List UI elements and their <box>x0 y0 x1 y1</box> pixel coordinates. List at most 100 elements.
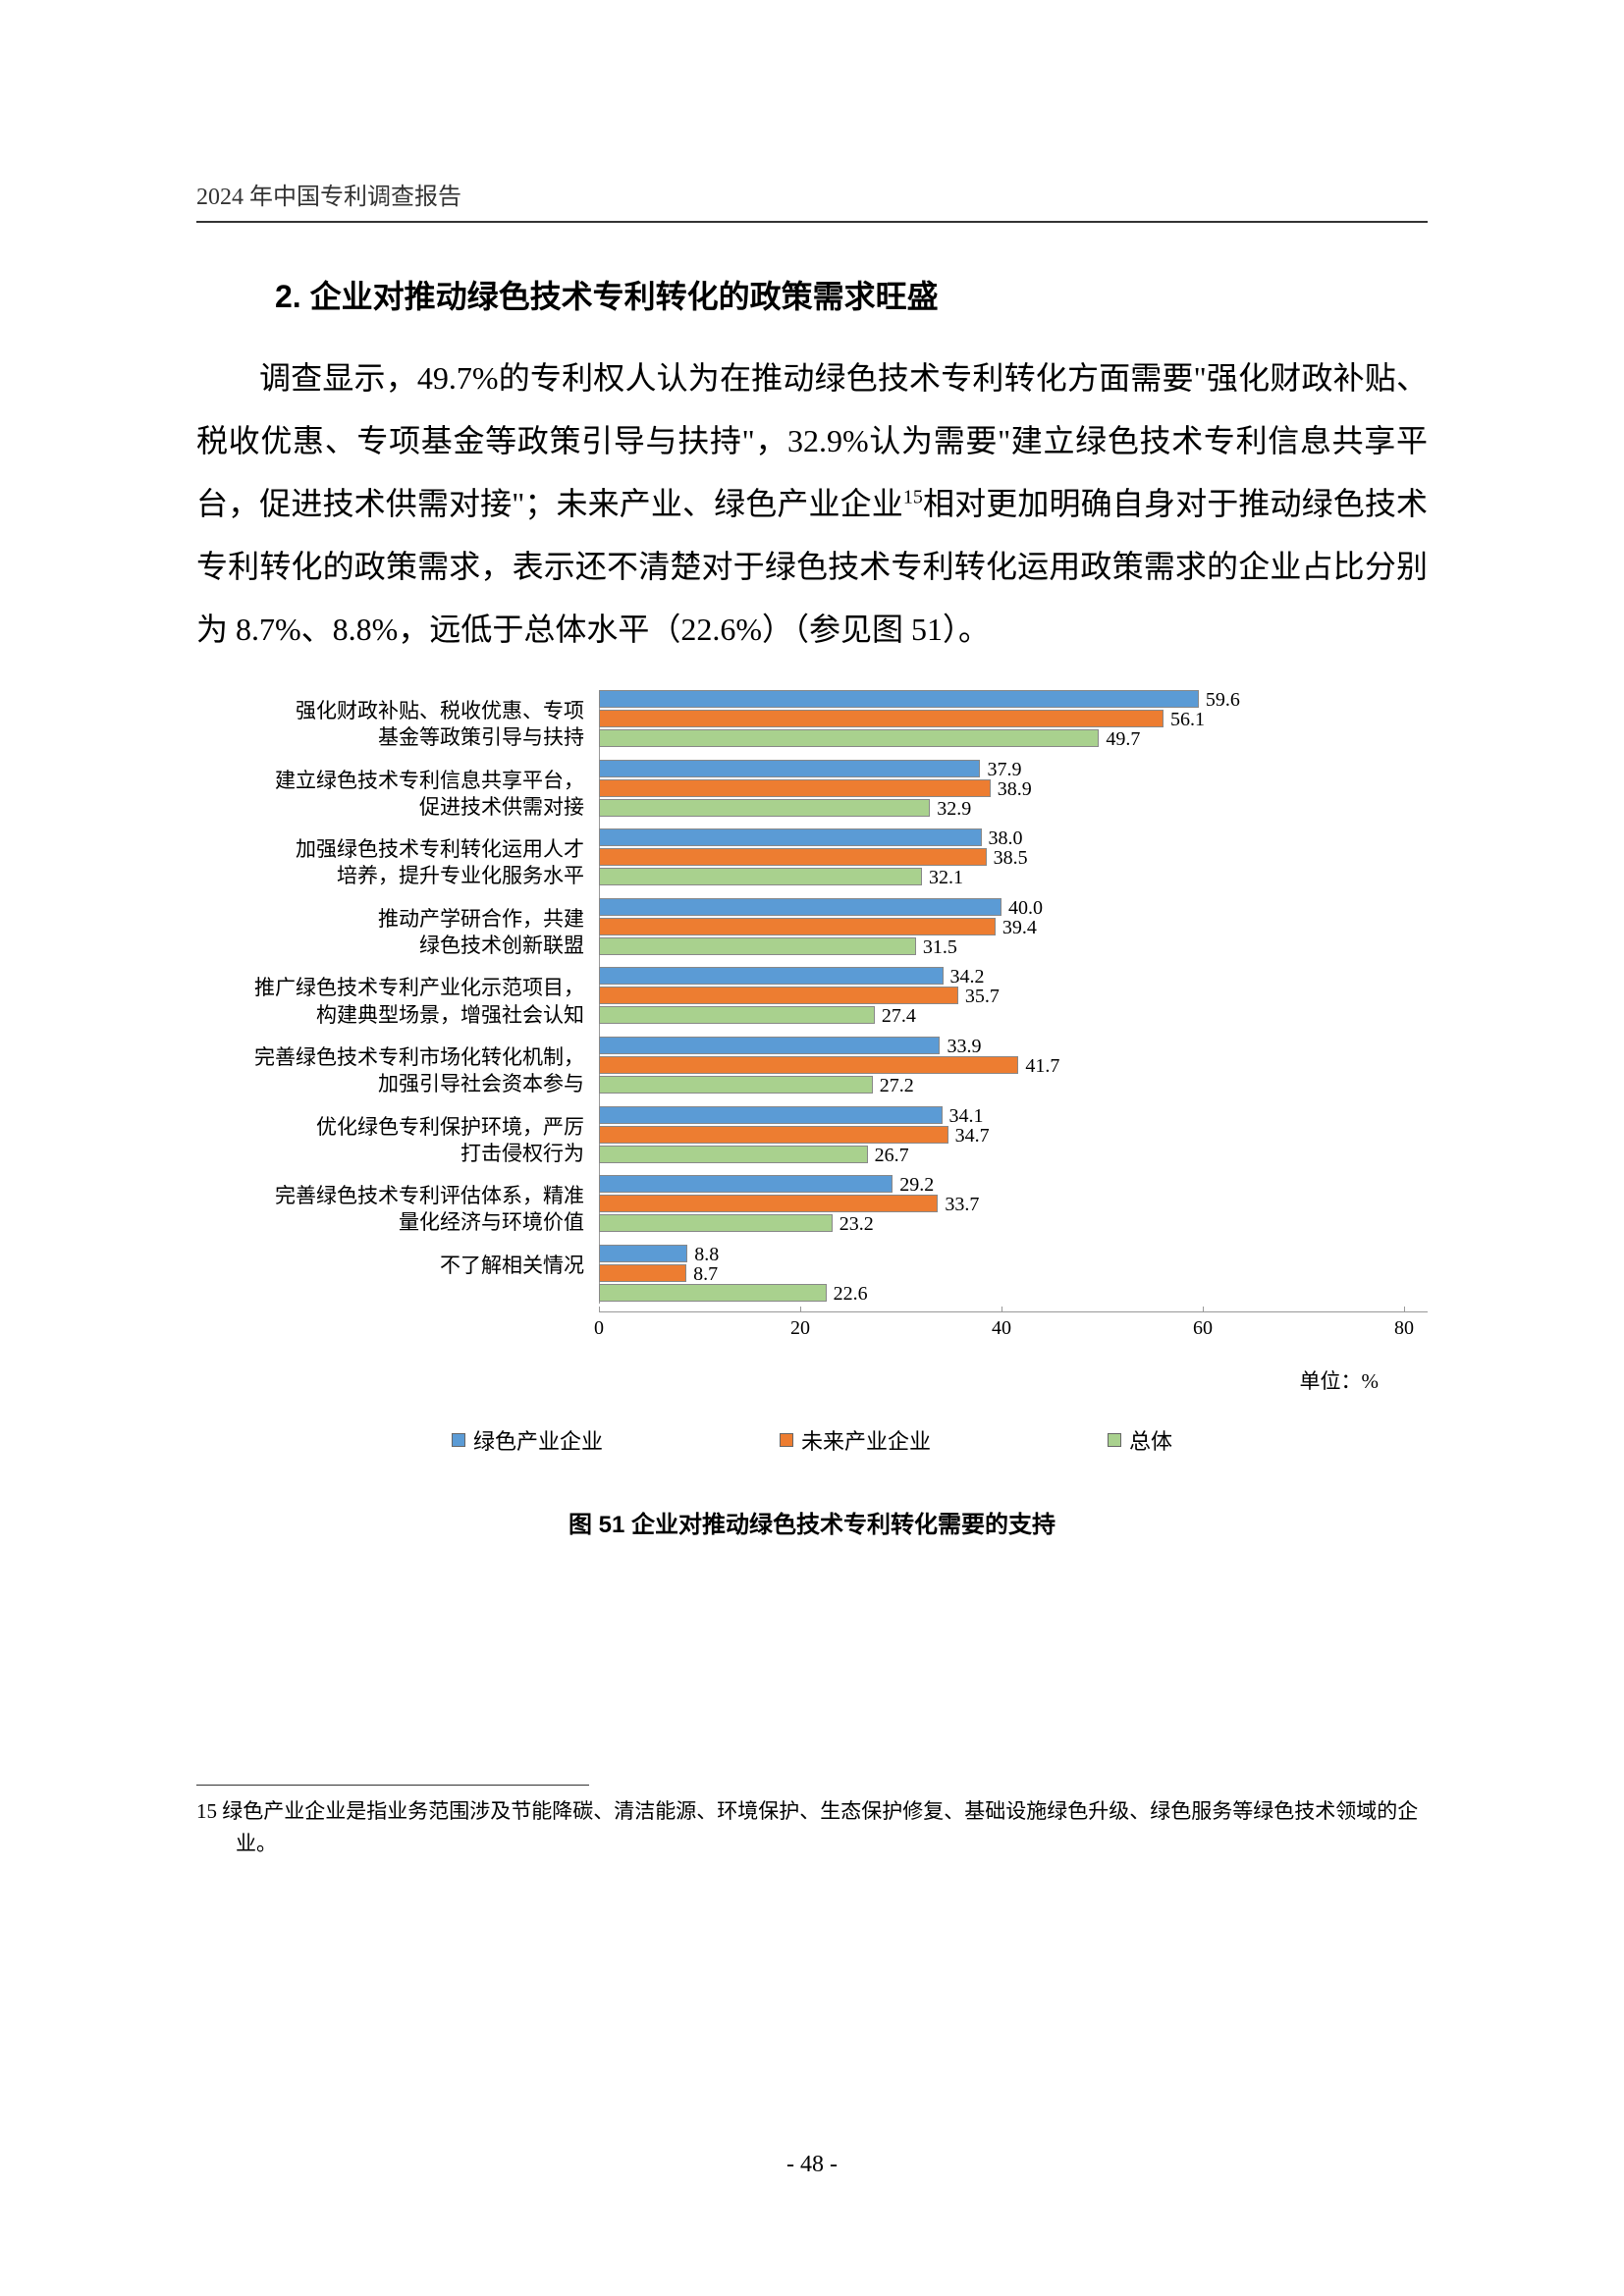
bar: 31.5 <box>599 937 916 955</box>
bar-value: 26.7 <box>875 1145 909 1167</box>
category-label: 不了解相关情况 <box>196 1245 599 1279</box>
bar-group: 8.88.722.6 <box>599 1245 1428 1304</box>
bar: 38.5 <box>599 848 987 866</box>
bar-value: 23.2 <box>839 1213 874 1236</box>
x-tick: 80 <box>1394 1317 1414 1340</box>
bar-value: 22.6 <box>834 1283 868 1306</box>
bar-group: 40.039.431.5 <box>599 898 1428 957</box>
chart-row: 强化财政补贴、税收优惠、专项基金等政策引导与扶持59.656.149.7 <box>196 690 1428 752</box>
bar-group: 37.9 38.9 32.9 <box>599 760 1428 819</box>
bar: 38.9 <box>599 779 991 797</box>
bar-value: 59.6 <box>1206 689 1240 712</box>
bar: 39.4 <box>599 918 996 935</box>
footnote-text: 15 绿色产业企业是指业务范围涉及节能降碳、清洁能源、环境保护、生态保护修复、基… <box>196 1795 1428 1861</box>
chart-row: 推动产学研合作，共建绿色技术创新联盟40.039.431.5 <box>196 898 1428 960</box>
category-label: 优化绿色专利保护环境，严厉打击侵权行为 <box>196 1106 599 1168</box>
category-label: 加强绿色技术专利转化运用人才培养，提升专业化服务水平 <box>196 828 599 890</box>
bar: 41.7 <box>599 1056 1018 1074</box>
bar-value: 38.5 <box>994 847 1028 870</box>
chart-row: 完善绿色技术专利评估体系，精准量化经济与环境价值29.233.723.2 <box>196 1175 1428 1237</box>
bar-value: 27.2 <box>880 1075 914 1097</box>
bar: 38.0 <box>599 828 982 846</box>
bar-value: 34.7 <box>955 1125 990 1148</box>
bar-value: 31.5 <box>923 936 957 959</box>
chart-legend: 绿色产业企业 未来产业企业 总体 <box>196 1424 1428 1456</box>
chart-row: 不了解相关情况8.88.722.6 <box>196 1245 1428 1304</box>
chart-caption: 图 51 企业对推动绿色技术专利转化需要的支持 <box>196 1505 1428 1539</box>
category-label: 推动产学研合作，共建绿色技术创新联盟 <box>196 898 599 960</box>
chart-row: 加强绿色技术专利转化运用人才培养，提升专业化服务水平38.038.532.1 <box>196 828 1428 890</box>
bar: 37.9 <box>599 760 980 777</box>
x-tick: 20 <box>790 1317 810 1340</box>
x-tick: 60 <box>1193 1317 1213 1340</box>
bar: 33.9 <box>599 1037 940 1054</box>
category-label: 强化财政补贴、税收优惠、专项基金等政策引导与扶持 <box>196 690 599 752</box>
bar-value: 29.2 <box>899 1174 934 1197</box>
legend-swatch <box>1108 1433 1121 1447</box>
bar-group: 34.134.726.7 <box>599 1106 1428 1165</box>
bar: 8.8 <box>599 1245 687 1262</box>
bar-value: 32.1 <box>929 867 963 889</box>
page-header: 2024 年中国专利调查报告 <box>196 177 1428 223</box>
bar-value: 35.7 <box>965 986 1000 1008</box>
bar-value: 56.1 <box>1170 709 1205 731</box>
body-paragraph: 调查显示，49.7%的专利权人认为在推动绿色技术专利转化方面需要"强化财政补贴、… <box>196 347 1428 661</box>
bar: 35.7 <box>599 987 958 1004</box>
legend-label: 绿色产业企业 <box>473 1424 603 1456</box>
legend-item: 总体 <box>1108 1424 1172 1456</box>
bar-group: 38.038.532.1 <box>599 828 1428 887</box>
bar: 27.2 <box>599 1076 873 1094</box>
bar-value: 38.9 <box>998 778 1032 801</box>
bar: 56.1 <box>599 710 1164 727</box>
bar: 34.2 <box>599 967 944 985</box>
bar-value: 49.7 <box>1106 728 1140 751</box>
bar-group: 59.656.149.7 <box>599 690 1428 749</box>
legend-item: 绿色产业企业 <box>452 1424 603 1456</box>
bar-value: 41.7 <box>1025 1055 1059 1078</box>
x-tick: 40 <box>992 1317 1011 1340</box>
category-label: 建立绿色技术专利信息共享平台，促进技术供需对接 <box>196 760 599 822</box>
chart-row: 优化绿色专利保护环境，严厉打击侵权行为34.134.726.7 <box>196 1106 1428 1168</box>
bar: 49.7 <box>599 729 1099 747</box>
bar: 34.1 <box>599 1106 943 1124</box>
legend-swatch <box>452 1433 465 1447</box>
x-axis: 0 20 40 60 80 <box>196 1311 1428 1341</box>
bar: 32.1 <box>599 868 922 885</box>
legend-label: 总体 <box>1129 1424 1172 1456</box>
bar: 27.4 <box>599 1006 875 1024</box>
bar-value: 8.7 <box>693 1263 718 1286</box>
footnote-marker: 15 <box>903 486 923 507</box>
bar-group: 33.941.727.2 <box>599 1037 1428 1095</box>
bar-group: 34.235.727.4 <box>599 967 1428 1026</box>
bar-value: 33.9 <box>947 1036 981 1058</box>
bar: 32.9 <box>599 799 930 817</box>
chart-row: 完善绿色技术专利市场化转化机制，加强引导社会资本参与33.941.727.2 <box>196 1037 1428 1098</box>
legend-item: 未来产业企业 <box>780 1424 931 1456</box>
page-number: - 48 - <box>0 2152 1624 2178</box>
category-label: 完善绿色技术专利市场化转化机制，加强引导社会资本参与 <box>196 1037 599 1098</box>
bar: 33.7 <box>599 1195 938 1212</box>
legend-swatch <box>780 1433 793 1447</box>
section-heading: 2. 企业对推动绿色技术专利转化的政策需求旺盛 <box>275 272 1428 317</box>
legend-label: 未来产业企业 <box>801 1424 931 1456</box>
x-tick: 0 <box>594 1317 604 1340</box>
unit-label: 单位：% <box>196 1365 1428 1395</box>
bar-value: 39.4 <box>1002 917 1037 939</box>
bar-group: 29.233.723.2 <box>599 1175 1428 1234</box>
bar-chart: 强化财政补贴、税收优惠、专项基金等政策引导与扶持59.656.149.7建立绿色… <box>196 690 1428 1539</box>
bar: 8.7 <box>599 1264 686 1282</box>
chart-row: 推广绿色技术专利产业化示范项目，构建典型场景，增强社会认知34.235.727.… <box>196 967 1428 1029</box>
chart-row: 建立绿色技术专利信息共享平台，促进技术供需对接37.9 38.9 32.9 <box>196 760 1428 822</box>
bar-value: 27.4 <box>882 1005 916 1028</box>
bar-value: 33.7 <box>945 1194 979 1216</box>
bar: 29.2 <box>599 1175 893 1193</box>
category-label: 完善绿色技术专利评估体系，精准量化经济与环境价值 <box>196 1175 599 1237</box>
category-label: 推广绿色技术专利产业化示范项目，构建典型场景，增强社会认知 <box>196 967 599 1029</box>
bar: 34.7 <box>599 1126 948 1144</box>
bar: 22.6 <box>599 1284 827 1302</box>
bar: 23.2 <box>599 1214 833 1232</box>
footnote-rule <box>196 1785 589 1786</box>
bar: 59.6 <box>599 690 1199 708</box>
bar: 26.7 <box>599 1146 868 1163</box>
bar: 40.0 <box>599 898 1001 916</box>
